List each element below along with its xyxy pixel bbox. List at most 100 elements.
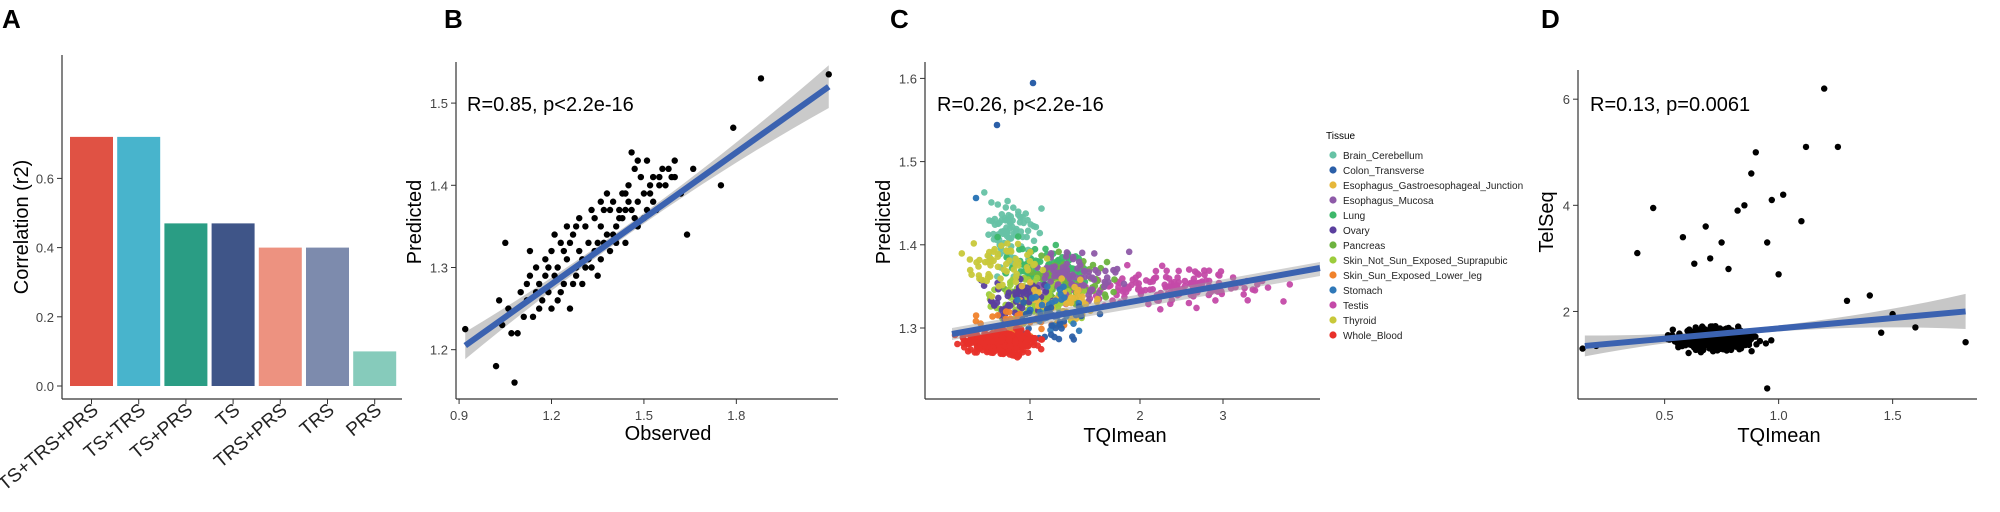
- data-point-skin-sun-exposed-lower-leg: [1002, 315, 1010, 323]
- data-point-brain-cerebellum: [996, 219, 1003, 226]
- y-tick-label: 1.3: [430, 260, 448, 275]
- legend-swatch-stomach: [1329, 286, 1337, 294]
- data-point-whole-blood: [959, 334, 967, 341]
- data-point-thyroid: [968, 271, 975, 279]
- data-point-thyroid: [1014, 240, 1022, 248]
- data-point: [597, 223, 604, 230]
- data-point: [606, 206, 614, 214]
- data-point-thyroid: [984, 258, 992, 266]
- data-point: [606, 247, 614, 255]
- data-point-testis: [1146, 278, 1154, 286]
- data-point-whole-blood: [1014, 354, 1021, 361]
- data-point-esophagus-gastroesophageal-junction: [1058, 275, 1065, 282]
- data-point: [631, 214, 638, 222]
- panel-b-scatter: Predicted Observed R=0.85, p<2.2e-16 0.9…: [404, 62, 838, 445]
- legend-swatch-lung: [1329, 211, 1337, 219]
- bar-ts-trs-prs: [70, 136, 113, 386]
- data-point-skin-sun-exposed-lower-leg: [989, 313, 996, 320]
- data-point-ovary: [1042, 288, 1050, 295]
- data-point-brain-cerebellum: [1002, 204, 1010, 211]
- data-point-whole-blood: [1021, 341, 1029, 348]
- data-point: [649, 198, 657, 205]
- data-point-testis: [1254, 281, 1261, 288]
- legend-swatch-colon-transverse: [1329, 166, 1337, 174]
- data-point-whole-blood: [976, 338, 984, 345]
- legend-swatch-brain-cerebellum: [1329, 151, 1337, 159]
- data-point: [526, 272, 534, 279]
- data-point-esophagus-mucosa: [1080, 267, 1088, 275]
- data-point-ovary: [991, 302, 998, 309]
- data-point-testis: [1173, 282, 1181, 289]
- panel-letter-b: B: [444, 4, 463, 34]
- data-point: [1775, 271, 1782, 278]
- data-point-testis: [1168, 296, 1176, 304]
- data-point-ovary: [995, 294, 1002, 302]
- data-point: [646, 182, 654, 189]
- data-point: [622, 206, 629, 214]
- data-point: [572, 272, 580, 279]
- bar-trs: [306, 247, 349, 386]
- y-tick-label: 0.6: [36, 171, 54, 186]
- data-point-brain-cerebellum: [1010, 204, 1017, 211]
- data-point-skin-sun-exposed-lower-leg: [994, 312, 1002, 319]
- data-point: [594, 272, 601, 279]
- legend-label-lung: Lung: [1343, 211, 1365, 222]
- data-point: [517, 288, 524, 296]
- data-point-testis: [1244, 297, 1251, 304]
- legend-swatch-skin-not-sun-exposed-suprapubic: [1329, 256, 1337, 264]
- data-point-brain-cerebellum: [994, 201, 1002, 208]
- data-point-thyroid: [1024, 266, 1032, 274]
- data-point-lung: [1054, 257, 1061, 265]
- data-point: [631, 165, 638, 173]
- data-point-skin-sun-exposed-lower-leg: [1005, 308, 1013, 316]
- data-point: [495, 297, 503, 304]
- legend-label-pancreas: Pancreas: [1343, 241, 1385, 252]
- data-point: [526, 247, 534, 255]
- data-point-brain-cerebellum: [991, 215, 999, 223]
- data-point-testis: [1137, 289, 1145, 296]
- data-point-whole-blood: [986, 333, 994, 341]
- x-tick-label: 1.8: [727, 408, 745, 423]
- data-point-brain-cerebellum: [981, 189, 988, 196]
- data-point: [1579, 345, 1586, 352]
- data-point: [1634, 249, 1641, 257]
- data-point: [1764, 385, 1771, 392]
- data-point-whole-blood: [999, 334, 1007, 342]
- data-point: [1738, 343, 1745, 351]
- data-point-esophagus-gastroesophageal-junction: [1077, 276, 1084, 284]
- legend-label-thyroid: Thyroid: [1343, 316, 1376, 327]
- data-point-whole-blood: [1013, 345, 1020, 352]
- data-point-testis: [1200, 267, 1208, 274]
- data-point-testis: [1181, 277, 1189, 285]
- data-point: [1843, 297, 1851, 304]
- data-point: [1691, 260, 1698, 267]
- data-point-stomach: [1057, 291, 1064, 298]
- data-point-thyroid: [990, 257, 997, 265]
- data-point-whole-blood: [1024, 349, 1032, 357]
- data-point-skin-not-sun-exposed-suprapubic: [1007, 278, 1014, 286]
- data-point: [649, 173, 657, 181]
- confidence-band: [1584, 293, 1966, 357]
- panel-c-annotation: R=0.26, p<2.2e-16: [937, 94, 1104, 116]
- data-point-outlier: [972, 194, 980, 202]
- data-point: [1962, 339, 1969, 346]
- data-point: [1798, 218, 1805, 225]
- data-point-stomach: [1052, 297, 1059, 305]
- data-point: [563, 256, 571, 263]
- data-point: [492, 362, 500, 370]
- bar-ts: [211, 223, 255, 386]
- legend-label-esophagus-mucosa: Esophagus_Mucosa: [1343, 196, 1434, 207]
- data-point: [1695, 346, 1702, 353]
- data-point-whole-blood: [1006, 342, 1013, 350]
- data-point-esophagus-mucosa: [1063, 260, 1070, 268]
- data-point: [566, 305, 574, 312]
- data-point-thyroid: [1007, 248, 1015, 255]
- data-point: [508, 330, 515, 337]
- data-point: [572, 223, 580, 230]
- data-point-outlier: [1029, 79, 1037, 87]
- legend-label-stomach: Stomach: [1343, 286, 1382, 297]
- data-point: [557, 239, 564, 247]
- data-point: [1732, 341, 1739, 348]
- data-point-whole-blood: [1034, 342, 1041, 349]
